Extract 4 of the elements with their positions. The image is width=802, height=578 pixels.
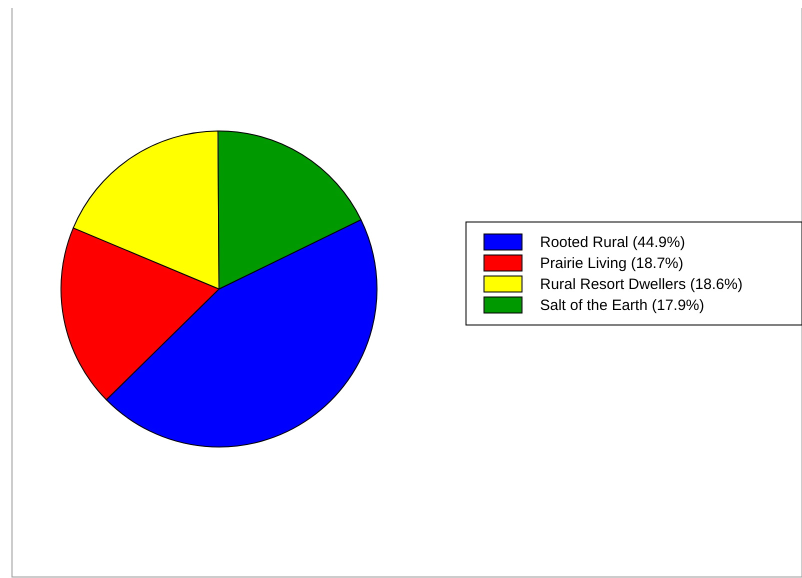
legend-label: Salt of the Earth (17.9%): [540, 297, 704, 314]
legend-label: Rooted Rural (44.9%): [540, 234, 686, 251]
legend-label: Rural Resort Dwellers (18.6%): [540, 276, 743, 293]
legend-label: Prairie Living (18.7%): [540, 255, 684, 272]
